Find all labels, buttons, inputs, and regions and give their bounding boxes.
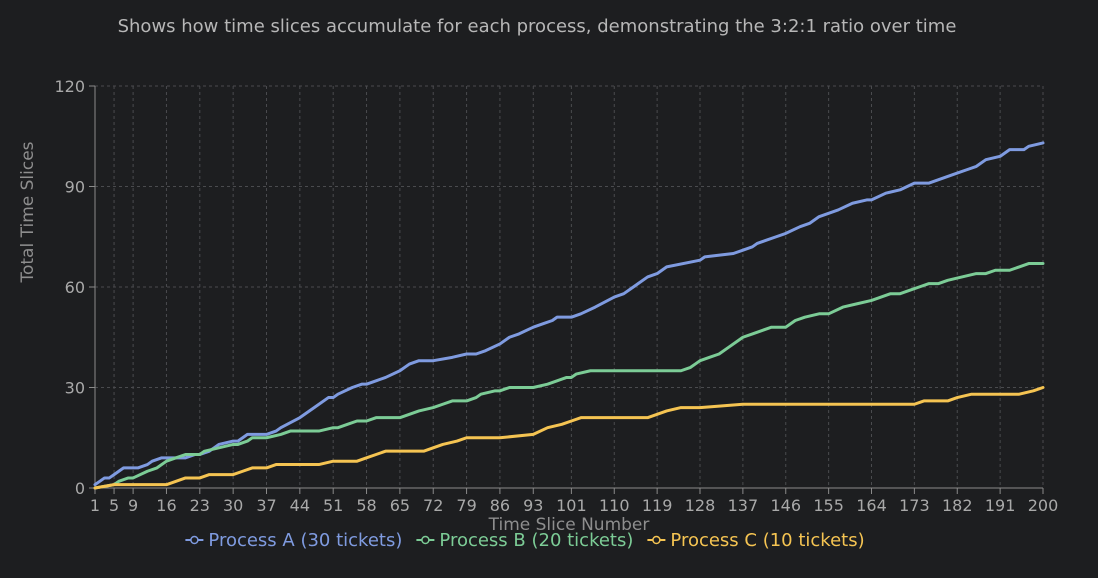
legend-swatch-dot <box>421 535 430 545</box>
x-tick-label: 191 <box>985 496 1016 515</box>
x-tick-label: 128 <box>685 496 716 515</box>
x-tick-label: 173 <box>899 496 930 515</box>
grid <box>94 85 1044 489</box>
x-tick-label: 119 <box>642 496 673 515</box>
x-tick-label: 72 <box>423 496 443 515</box>
legend-label: Process C (10 tickets) <box>670 530 864 551</box>
x-tick-label: 30 <box>223 496 243 515</box>
x-tick-label: 5 <box>109 496 119 515</box>
x-tick-label: 110 <box>599 496 630 515</box>
x-tick-label: 93 <box>523 496 543 515</box>
y-axis-title: Total Time Slices <box>18 141 38 283</box>
x-tick-label: 65 <box>390 496 410 515</box>
y-tick-label: 30 <box>65 379 85 398</box>
x-tick-label: 137 <box>728 496 759 515</box>
series-line-1 <box>93 262 1045 490</box>
x-tick-label: 155 <box>813 496 844 515</box>
series-line-0 <box>93 141 1045 487</box>
legend-label: Process B (20 tickets) <box>439 530 633 551</box>
x-tick-label: 23 <box>190 496 210 515</box>
x-tick-label: 86 <box>490 496 510 515</box>
legend-label: Process A (30 tickets) <box>208 530 402 551</box>
legend-swatch-dot <box>652 535 661 545</box>
legend-item-1[interactable]: Process B (20 tickets) <box>416 530 633 551</box>
y-tick-label: 0 <box>75 479 85 498</box>
legend-swatch-dot <box>190 535 199 545</box>
x-tick-label: 182 <box>942 496 973 515</box>
series-line-2 <box>93 386 1045 490</box>
x-tick-label: 146 <box>770 496 801 515</box>
x-tick-label: 9 <box>128 496 138 515</box>
legend: Process A (30 tickets) Process B (20 tick… <box>185 530 865 551</box>
x-tick-label: 101 <box>556 496 587 515</box>
x-axis-title: Time Slice Number <box>488 515 650 535</box>
y-tick-label: 90 <box>65 178 85 197</box>
x-ticks: 1 5 9 16 23 30 37 44 51 58 65 72 79 86 93 101 110 119 128 1… <box>90 488 1058 515</box>
legend-item-0[interactable]: Process A (30 tickets) <box>185 530 402 551</box>
legend-item-2[interactable]: Process C (10 tickets) <box>647 530 865 551</box>
y-ticks: 0 30 60 90 120 <box>54 77 95 498</box>
x-tick-label: 200 <box>1028 496 1059 515</box>
series <box>93 141 1045 490</box>
x-tick-label: 51 <box>323 496 343 515</box>
x-tick-label: 1 <box>90 496 100 515</box>
x-tick-label: 37 <box>256 496 276 515</box>
y-tick-label: 60 <box>65 278 85 297</box>
x-tick-label: 44 <box>290 496 310 515</box>
chart-subtitle: Shows how time slices accumulate for eac… <box>118 16 957 37</box>
x-tick-label: 79 <box>456 496 476 515</box>
y-tick-label: 120 <box>54 77 85 96</box>
x-tick-label: 58 <box>356 496 376 515</box>
x-tick-label: 164 <box>856 496 887 515</box>
x-tick-label: 16 <box>156 496 176 515</box>
